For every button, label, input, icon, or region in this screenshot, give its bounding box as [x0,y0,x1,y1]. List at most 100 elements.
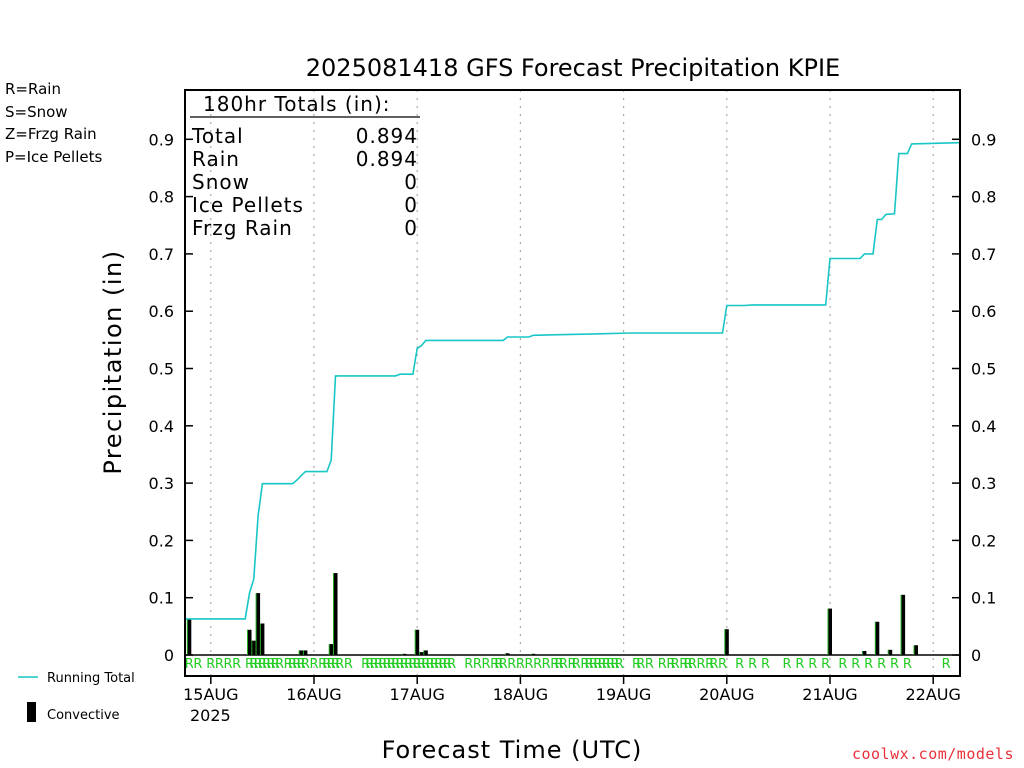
ytick-left-label-0: 0 [164,646,174,665]
rain-marker-93: R [851,657,860,672]
rain-marker-22: R [327,657,336,672]
ytick-right-label-9: 0.9 [971,130,996,149]
rain-marker-9: R [258,657,267,672]
rain-marker-46: R [447,657,456,672]
rain-marker-27: R [365,657,374,672]
rain-marker-85: R [735,657,744,672]
rain-marker-15: R [288,657,297,672]
ytick-left-label-8: 0.8 [149,188,174,207]
convective-bars [186,573,918,655]
rain-marker-16: R [292,657,301,672]
rain-marker-33: R [391,657,400,672]
rain-marker-71: R [615,657,624,672]
rain-marker-96: R [890,657,899,672]
ytick-right-label-6: 0.6 [971,302,996,321]
rain-marker-83: R [709,657,718,672]
rain-marker-74: R [645,657,654,672]
rain-marker-26: R [361,657,370,672]
totals-row-label-4: Frzg Rain [192,216,293,240]
xtick-label-6: 21AUG [802,685,857,704]
running-total-line [185,141,960,620]
ytick-right-label-1: 0.1 [971,589,996,608]
x-axis-label: Forecast Time (UTC) [382,736,643,764]
ytick-right-label-2: 0.2 [971,531,996,550]
rain-marker-11: R [266,657,275,672]
legend-frzg-rain: Z=Frzg Rain [5,125,97,143]
rain-marker-31: R [383,657,392,672]
x-axis: 15AUG 16AUG 17AUG 18AUG 19AUG 20AUG 21AUG 22AUG [183,676,961,704]
rain-marker-67: R [598,657,607,672]
grid-lines [185,90,960,676]
totals-row-label-2: Snow [192,170,250,194]
ytick-right-label-8: 0.8 [971,188,996,207]
convective-bar-6 [303,650,308,655]
convective-bar-21 [914,645,918,655]
convective-bar-1 [247,629,252,655]
rain-marker-51: R [494,657,503,672]
rain-marker-80: R [688,657,697,672]
rain-marker-58: R [550,657,559,672]
rain-marker-47: R [464,657,473,672]
xtick-label-4: 19AUG [596,685,651,704]
rain-marker-7: R [249,657,258,672]
totals-box: 180hr Totals (in): Total 0.894 Rain 0.894 Sn… [190,92,420,240]
rain-marker-65: R [589,657,598,672]
rain-marker-44: R [438,657,447,672]
rain-marker-62: R [572,657,581,672]
rain-marker-38: R [413,657,422,672]
convective-bar-12 [423,650,428,655]
rain-marker-69: R [606,657,615,672]
xtick-label-5: 20AUG [699,685,754,704]
rain-marker-79: R [684,657,693,672]
convective-bar-3 [256,593,261,655]
rain-marker-19: R [309,657,318,672]
rain-marker-87: R [761,657,770,672]
legend-snow: S=Snow [5,103,68,121]
rain-marker-25: R [344,657,353,672]
rain-marker-78: R [679,657,688,672]
rain-marker-73: R [636,657,645,672]
rain-marker-54: R [516,657,525,672]
rain-marker-86: R [748,657,757,672]
convective-bar-18 [875,621,880,655]
totals-row-label-3: Ice Pellets [192,193,304,217]
rain-marker-90: R [808,657,817,672]
rain-marker-50: R [490,657,499,672]
rain-marker-42: R [430,657,439,672]
xtick-label-0: 15AUG [183,685,238,704]
rain-marker-8: R [254,657,263,672]
rain-marker-13: R [275,657,284,672]
convective-bar-16 [828,608,832,655]
ytick-left-label-1: 0.1 [149,589,174,608]
rain-marker-84: R [718,657,727,672]
rain-marker-41: R [426,657,435,672]
totals-row-value-1: 0.894 [356,147,418,171]
rain-marker-48: R [473,657,482,672]
rain-marker-45: R [443,657,452,672]
xtick-label-2: 17AUG [389,685,444,704]
rain-marker-5: R [232,657,241,672]
rain-marker-30: R [378,657,387,672]
rain-marker-28: R [370,657,379,672]
rain-marker-88: R [782,657,791,672]
rain-marker-40: R [421,657,430,672]
ytick-right-label-7: 0.7 [971,245,996,264]
totals-row-label-0: Total [191,124,244,148]
totals-row-value-0: 0.894 [356,124,418,148]
rain-marker-4: R [223,657,232,672]
rain-marker-94: R [864,657,873,672]
rain-marker-29: R [374,657,383,672]
xtick-label-3: 18AUG [493,685,548,704]
convective-bar-8 [333,573,338,655]
rain-marker-72: R [632,657,641,672]
rain-marker-95: R [877,657,886,672]
convective-bar-15 [724,629,729,655]
convective-bar-11 [419,652,424,655]
ytick-right-label-5: 0.5 [971,360,996,379]
rain-marker-61: R [567,657,576,672]
rain-marker-10: R [262,657,271,672]
xtick-label-1: 16AUG [286,685,341,704]
chart-title: 2025081418 GFS Forecast Precipitation KP… [306,54,840,82]
rain-marker-34: R [395,657,404,672]
totals-row-value-4: 0 [404,216,418,240]
